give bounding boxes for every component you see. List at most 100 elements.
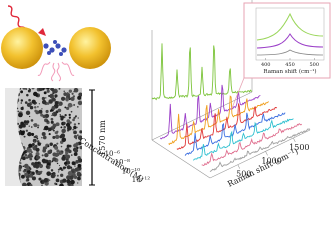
particle [45,97,47,99]
particle [35,169,39,173]
figure: 1570 nm Concentration (M) Raman shift (c… [1,0,331,189]
particle [56,174,59,177]
particle [57,171,60,173]
particle [77,176,81,181]
particle [73,134,78,139]
particle [18,168,22,172]
x-tick [237,164,241,169]
particle [79,145,82,150]
particle [31,99,36,104]
particle [40,113,44,117]
particle [68,113,71,117]
particle [26,184,29,186]
particle [28,88,30,90]
particle [77,182,79,184]
particle [25,179,28,182]
spectrum [176,103,278,150]
particle [22,182,27,186]
x-tick-label: 1500 [289,143,309,152]
particle [64,154,68,158]
particle [61,137,67,143]
x-tick [265,151,268,156]
particle [30,171,32,173]
particle [52,157,57,162]
particle [22,88,26,90]
particle [72,118,75,122]
particle [20,130,25,136]
particle [66,129,69,131]
particle [20,99,24,102]
particle [58,88,61,90]
particle [66,165,71,170]
particle [76,105,79,108]
scattered-light [37,61,75,82]
particle [63,166,65,169]
particle [16,107,19,110]
particle [76,126,78,129]
particle [77,117,79,119]
particle [50,88,54,91]
particle [73,143,78,148]
particle [48,99,53,104]
particle [34,161,39,166]
particle [59,103,62,106]
particle [28,143,33,148]
particle [27,131,32,137]
particle [61,156,66,161]
particle [52,135,56,139]
particle [37,161,40,164]
particle [75,160,79,164]
scale-label: 1570 nm [98,120,107,156]
particle [66,106,70,110]
particle [29,174,33,178]
inset-spectrum [256,33,324,49]
particle [77,100,82,106]
spectrum [184,112,286,156]
inset-spectrum [256,12,324,41]
particle [37,126,39,129]
particle [29,88,31,91]
particle [47,150,52,155]
particle [27,154,32,159]
particle [64,166,67,169]
particle [31,143,35,147]
particle [76,171,81,176]
particle [60,126,63,129]
particle [66,179,71,184]
particle [75,115,77,117]
particle [37,124,40,127]
particle [72,95,76,98]
particle [19,88,22,90]
particle [34,109,37,113]
particle [43,91,47,95]
particle [46,120,49,123]
particle [38,103,41,105]
particle [74,167,80,172]
particle [50,151,52,154]
spectrum [193,118,294,161]
particle [44,153,49,158]
particle [38,177,42,181]
particle [17,110,19,113]
nanogap-illustration [1,5,111,82]
particle [65,151,69,155]
particle [33,135,36,139]
particle [68,116,71,119]
particle [41,132,46,137]
particle [46,88,50,90]
molecule [43,40,67,56]
particle [63,125,67,129]
particle [76,134,79,137]
particle [48,94,51,97]
particle [67,170,73,176]
particle [24,172,28,177]
particle [68,149,72,154]
particle [48,133,51,136]
inset-x-label: Raman shift (cm⁻¹) [263,68,316,75]
particle [73,103,76,106]
particle [23,135,26,138]
spectrum [201,123,303,167]
particle [57,108,62,113]
particle [69,121,72,124]
particle [42,135,47,140]
